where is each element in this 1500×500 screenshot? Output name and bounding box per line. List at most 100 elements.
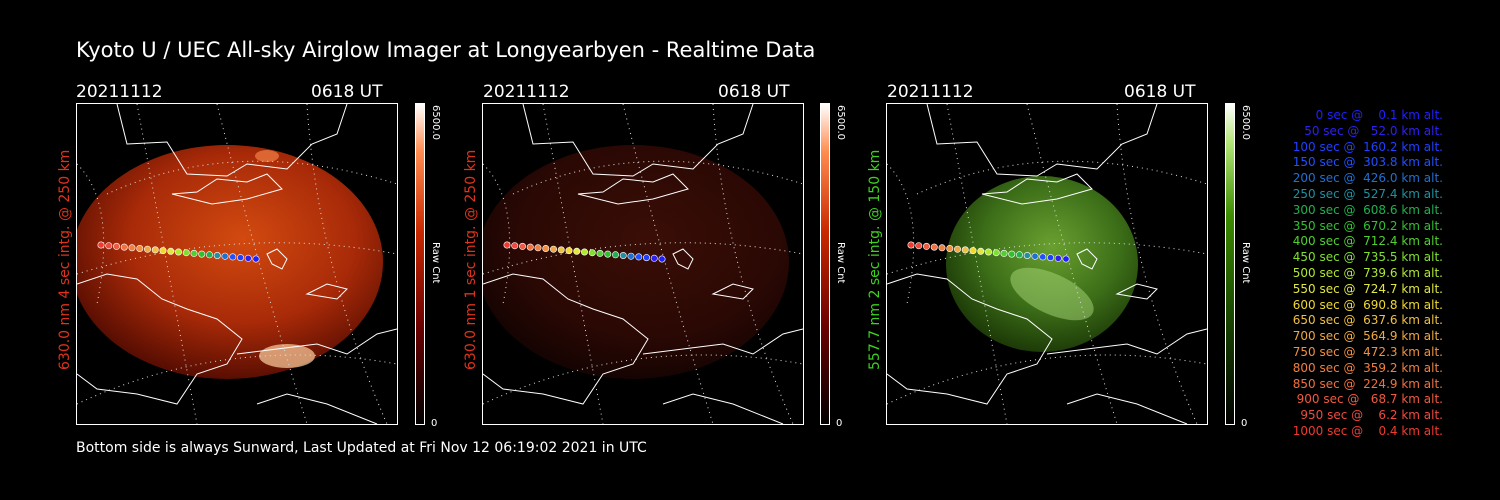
trajectory-point — [635, 253, 643, 261]
coastline — [672, 248, 694, 270]
panel-2-colorbar-min: 0 — [836, 418, 843, 429]
trajectory-point — [573, 247, 581, 255]
trajectory-point — [1047, 254, 1055, 262]
legend-row: 800 sec @ 359.2 km alt. — [1288, 360, 1443, 375]
trajectory-point — [1039, 253, 1047, 261]
trajectory-point — [969, 247, 977, 255]
trajectory-point — [534, 244, 542, 252]
trajectory-point — [128, 244, 136, 252]
panel-1-colorbar — [415, 103, 425, 425]
trajectory-point — [588, 249, 596, 257]
trajectory-point — [1000, 249, 1008, 257]
legend-row: 0 sec @ 0.1 km alt. — [1304, 108, 1443, 122]
coastline — [887, 273, 1053, 405]
panel-1-wavelength-label: 630.0 nm 4 sec intg. @ 250 km — [57, 149, 73, 370]
panel-1-colorbar-min: 0 — [431, 418, 438, 429]
panel-2-colorbar-unit: Raw Cnt — [835, 242, 846, 284]
panel-2-time: 0618 UT — [718, 82, 790, 102]
legend-row: 700 sec @ 564.9 km alt. — [1288, 329, 1443, 344]
trajectory-point — [1008, 250, 1016, 258]
legend-row: 750 sec @ 472.3 km alt. — [1288, 344, 1443, 359]
coastline — [116, 104, 348, 177]
trajectory-point — [105, 242, 113, 250]
coastline — [981, 173, 1093, 205]
trajectory-point — [985, 248, 993, 256]
trajectory-legend: 0 sec @ 0.1 km alt. 50 sec @ 52.0 km alt… — [1265, 108, 1443, 440]
trajectory-point — [938, 244, 946, 252]
panel-3-colorbar — [1225, 103, 1235, 425]
grid-line — [216, 104, 308, 424]
panel-1-date: 20211112 — [76, 82, 163, 102]
grid-line — [887, 354, 1207, 405]
trajectory-point — [1016, 251, 1024, 259]
legend-row: 300 sec @ 608.6 km alt. — [1288, 202, 1443, 217]
trajectory-point — [596, 249, 604, 257]
legend-row: 250 sec @ 527.4 km alt. — [1288, 186, 1443, 201]
trajectory-point — [550, 245, 558, 253]
coastline — [662, 393, 784, 424]
trajectory-point — [650, 254, 658, 262]
trajectory-point — [206, 251, 214, 259]
trajectory-point — [604, 250, 612, 258]
trajectory-point — [1031, 252, 1039, 260]
legend-row: 450 sec @ 735.5 km alt. — [1288, 250, 1443, 265]
legend-row: 850 sec @ 224.9 km alt. — [1288, 376, 1443, 391]
coastline — [256, 393, 378, 424]
trajectory-point — [565, 247, 573, 255]
trajectory-point — [907, 241, 915, 249]
legend-row: 400 sec @ 712.4 km alt. — [1288, 234, 1443, 249]
trajectory-point — [136, 245, 144, 253]
legend-row: 1000 sec @ 0.4 km alt. — [1292, 423, 1443, 438]
trajectory-point — [643, 254, 651, 262]
trajectory-point — [1023, 252, 1031, 260]
legend-row: 950 sec @ 6.2 km alt. — [1296, 408, 1443, 423]
panel-3-colorbar-unit: Raw Cnt — [1240, 242, 1251, 284]
legend-row: 550 sec @ 724.7 km alt. — [1288, 281, 1443, 296]
coastline — [1076, 248, 1098, 270]
trajectory-point — [526, 243, 534, 251]
trajectory-point — [190, 249, 198, 257]
panel-1-image — [76, 103, 398, 425]
footer-note: Bottom side is always Sunward, Last Upda… — [76, 440, 647, 456]
trajectory-point — [557, 246, 565, 254]
panel-2-colorbar — [820, 103, 830, 425]
trajectory-point — [198, 250, 206, 258]
trajectory-point — [612, 251, 620, 259]
trajectory-point — [97, 241, 105, 249]
coastline — [1066, 393, 1188, 424]
trajectory-point — [167, 247, 175, 255]
grid-line — [1026, 104, 1118, 424]
trajectory-point — [619, 252, 627, 260]
trajectory-point — [954, 245, 962, 253]
coastline — [77, 273, 243, 405]
trajectory-point — [930, 243, 938, 251]
trajectory-point — [503, 241, 511, 249]
trajectory-point — [151, 246, 159, 254]
coastline — [266, 248, 288, 270]
trajectory-point — [977, 247, 985, 255]
trajectory-point — [542, 245, 550, 253]
trajectory-point — [961, 246, 969, 254]
legend-row: 200 sec @ 426.0 km alt. — [1288, 171, 1443, 186]
coastline — [577, 173, 689, 205]
coastline — [642, 328, 803, 355]
trajectory-point — [658, 255, 666, 263]
coastline — [236, 328, 397, 355]
trajectory-point — [627, 252, 635, 260]
trajectory-point — [518, 242, 526, 250]
trajectory-point — [511, 242, 519, 250]
coastline — [483, 273, 649, 405]
trajectory-point — [213, 252, 221, 260]
trajectory-point — [120, 243, 128, 251]
panel-3-colorbar-max: 6500.0 — [1240, 105, 1251, 140]
trajectory-point — [581, 248, 589, 256]
grid-line — [622, 104, 714, 424]
panel-1-time: 0618 UT — [311, 82, 383, 102]
airglow-image — [77, 145, 383, 379]
trajectory-point — [946, 245, 954, 253]
trajectory-point — [221, 252, 229, 260]
coastline — [305, 283, 348, 300]
coastline — [1046, 328, 1207, 355]
legend-row: 500 sec @ 739.6 km alt. — [1288, 265, 1443, 280]
panel-2-wavelength-label: 630.0 nm 1 sec intg. @ 250 km — [463, 149, 479, 370]
